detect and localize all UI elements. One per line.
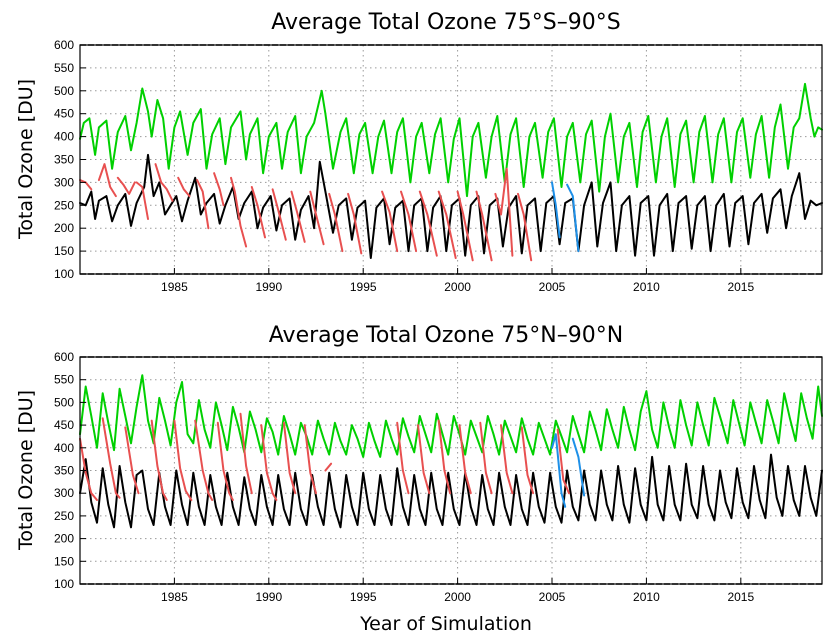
series-line-2: [79, 437, 98, 501]
series-line-3: [571, 437, 586, 497]
y-tick-label: 100: [54, 267, 74, 281]
series-line-2: [216, 421, 234, 501]
top-chart-title: Average Total Ozone 75°S–90°S: [271, 10, 620, 35]
series-line-2: [494, 167, 514, 257]
series-line-2: [116, 176, 136, 195]
series-line-2: [328, 192, 344, 253]
x-tick-label: 1995: [350, 280, 377, 294]
series-line-2: [475, 190, 493, 262]
series-line-2: [213, 172, 225, 207]
series-line-2: [417, 424, 431, 495]
bottom-chart-ylabel: Total Ozone [DU]: [15, 390, 37, 551]
y-tick-label: 600: [54, 350, 74, 364]
x-tick-label: 2000: [444, 280, 471, 294]
y-tick-label: 250: [54, 198, 74, 212]
series-line-2: [177, 176, 191, 198]
y-tick-label: 150: [54, 554, 74, 568]
y-tick-label: 250: [54, 509, 74, 523]
series-line-2: [150, 419, 168, 501]
y-tick-label: 450: [54, 107, 74, 121]
series-line-2: [437, 419, 452, 495]
y-tick-label: 500: [54, 84, 74, 98]
series-line-2: [194, 419, 214, 501]
series-line-2: [520, 426, 535, 495]
x-tick-label: 2005: [539, 280, 566, 294]
series-line-0: [79, 374, 823, 458]
y-tick-label: 350: [54, 464, 74, 478]
x-tick-label: 2010: [633, 280, 660, 294]
bottom-chart-title: Average Total Ozone 75°N–90°N: [269, 323, 623, 348]
y-tick-label: 450: [54, 418, 74, 432]
series-line-1: [79, 453, 823, 529]
x-tick-label: 2010: [633, 590, 660, 604]
y-tick-label: 500: [54, 395, 74, 409]
series-line-3: [551, 181, 561, 239]
top-chart-ylabel: Total Ozone [DU]: [15, 79, 37, 240]
series-line-2: [173, 419, 193, 501]
y-tick-label: 600: [54, 38, 74, 52]
series-line-2: [250, 186, 266, 239]
x-axis-label: Year of Simulation: [359, 613, 532, 633]
y-tick-label: 200: [54, 221, 74, 235]
series-line-2: [260, 424, 278, 501]
series-line-2: [97, 163, 117, 198]
series-line-2: [101, 417, 121, 499]
x-tick-label: 1990: [255, 590, 282, 604]
x-tick-label: 1985: [161, 590, 188, 604]
y-tick-label: 200: [54, 532, 74, 546]
series-line-2: [456, 190, 474, 262]
x-tick-label: 2005: [539, 590, 566, 604]
series-line-2: [135, 181, 149, 220]
series-line-2: [324, 462, 333, 472]
series-line-2: [458, 424, 472, 495]
x-tick-label: 2015: [727, 590, 754, 604]
x-tick-label: 1995: [350, 590, 377, 604]
y-tick-label: 550: [54, 61, 74, 75]
series-line-2: [500, 424, 514, 495]
bottom-chart-panel: 100 150 200 250 300 350 400 450 500 550 600 1985 199…: [54, 350, 823, 604]
series-line-2: [381, 190, 399, 253]
series-line-2: [282, 421, 297, 495]
y-tick-label: 350: [54, 153, 74, 167]
series-line-2: [230, 176, 248, 248]
x-tick-label: 1990: [255, 280, 282, 294]
y-tick-label: 300: [54, 175, 74, 189]
y-tick-label: 300: [54, 486, 74, 500]
series-line-2: [396, 421, 410, 495]
series-line-2: [154, 163, 174, 202]
series-line-2: [517, 192, 533, 262]
x-tick-label: 1985: [161, 280, 188, 294]
top-chart-panel: 100 150 200 250 300 350 400 450 500 550 600 1985 199…: [54, 38, 823, 294]
y-tick-label: 150: [54, 244, 74, 258]
series-line-2: [196, 179, 210, 230]
series-line-2: [556, 428, 570, 495]
series-line-0: [79, 82, 823, 198]
series-line-2: [124, 426, 140, 495]
series-line-2: [239, 412, 253, 495]
series-line-1: [79, 153, 823, 259]
x-tick-label: 2000: [444, 590, 471, 604]
series-line-2: [303, 424, 317, 495]
series-line-3: [566, 183, 580, 253]
series-line-2: [271, 188, 287, 241]
series-line-2: [309, 190, 325, 246]
series-line-2: [79, 179, 93, 191]
y-tick-label: 400: [54, 130, 74, 144]
y-tick-label: 550: [54, 373, 74, 387]
series-line-2: [437, 190, 457, 259]
series-line-2: [290, 190, 306, 243]
series-line-3: [551, 433, 567, 508]
x-tick-label: 2015: [727, 280, 754, 294]
series-line-2: [347, 192, 363, 255]
y-tick-label: 400: [54, 441, 74, 455]
series-line-2: [479, 421, 493, 495]
series-line-2: [418, 190, 438, 257]
y-tick-label: 100: [54, 577, 74, 591]
series-line-2: [400, 190, 418, 253]
